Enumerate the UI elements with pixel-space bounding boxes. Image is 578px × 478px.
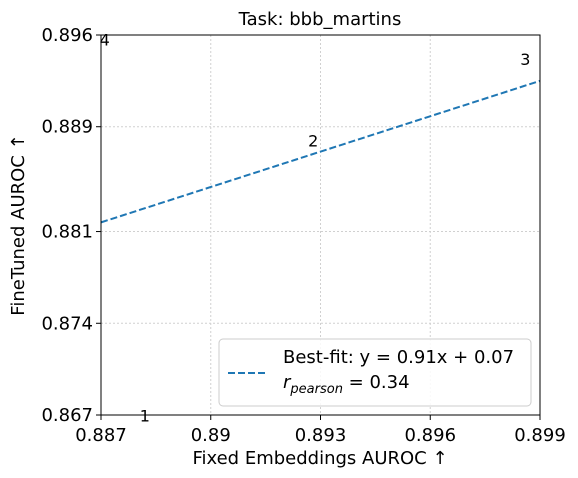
y-tick-label: 0.889 <box>41 117 93 138</box>
legend: Best-fit: y = 0.91x + 0.07 rpearson = 0.… <box>218 338 532 407</box>
x-axis: 0.887 0.89 0.893 0.896 0.899 <box>75 415 566 446</box>
point-labels: 1 2 3 4 <box>100 30 531 425</box>
y-tick-label: 0.867 <box>41 405 93 426</box>
point-label-4: 4 <box>100 30 110 49</box>
x-axis-label: Fixed Embeddings AUROC ↑ <box>192 448 447 469</box>
y-tick-label: 0.874 <box>41 313 93 334</box>
point-label-1: 1 <box>140 407 150 426</box>
y-axis: 0.867 0.874 0.881 0.889 0.896 <box>41 25 101 426</box>
pearson-r: r <box>283 372 292 393</box>
point-label-3: 3 <box>520 50 530 69</box>
chart-title: Task: bbb_martins <box>238 9 402 30</box>
y-tick-label: 0.896 <box>41 25 93 46</box>
legend-pearson-label: rpearson = 0.34 <box>283 372 410 397</box>
pearson-subscript: pearson <box>289 382 343 397</box>
x-tick-label: 0.887 <box>75 425 127 446</box>
legend-fit-label: Best-fit: y = 0.91x + 0.07 <box>283 347 514 368</box>
y-axis-label: FineTuned AUROC ↑ <box>8 134 29 315</box>
x-tick-label: 0.896 <box>404 425 456 446</box>
x-tick-label: 0.899 <box>514 425 566 446</box>
best-fit-line <box>100 79 541 224</box>
pearson-value: = 0.34 <box>343 372 410 393</box>
x-tick-label: 0.89 <box>191 425 231 446</box>
y-tick-label: 0.881 <box>41 222 93 243</box>
point-label-2: 2 <box>308 131 318 150</box>
fit-line-group <box>100 79 541 224</box>
x-tick-label: 0.893 <box>295 425 347 446</box>
legend-box <box>218 338 532 407</box>
